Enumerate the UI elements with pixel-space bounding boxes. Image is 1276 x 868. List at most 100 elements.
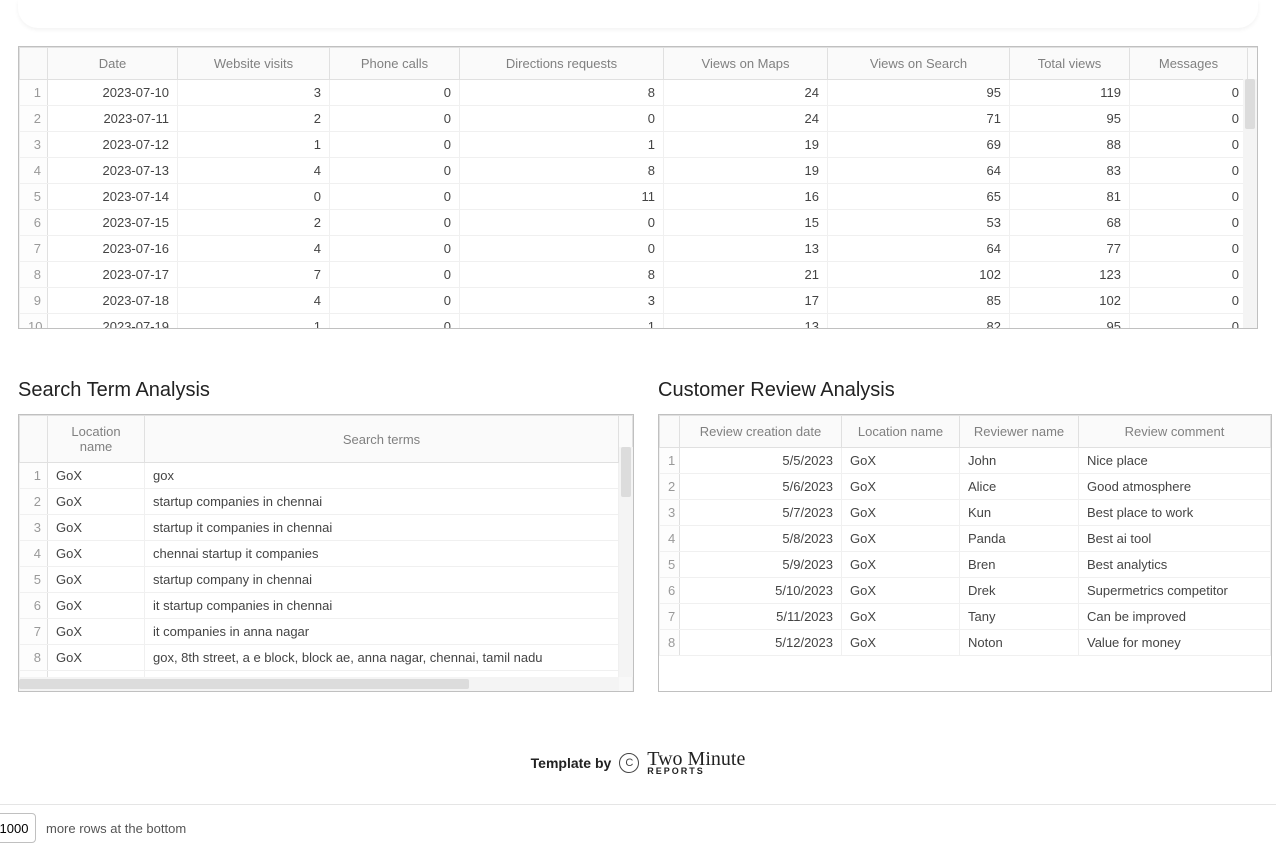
cell[interactable]: GoX [842, 448, 960, 474]
table-row[interactable]: 55/9/2023GoXBrenBest analytics [660, 552, 1271, 578]
cell[interactable]: it companies in anna nagar [145, 619, 619, 645]
cell[interactable]: 2 [178, 210, 330, 236]
cell[interactable]: 5/12/2023 [680, 630, 842, 656]
cell[interactable]: Nice place [1079, 448, 1271, 474]
cell[interactable]: 81 [1010, 184, 1130, 210]
column-header[interactable]: Review creation date [680, 416, 842, 448]
cell[interactable]: 5/7/2023 [680, 500, 842, 526]
table-row[interactable]: 5GoXstartup company in chennai [20, 567, 633, 593]
cell[interactable]: 0 [460, 106, 664, 132]
table-row[interactable]: 4GoXchennai startup it companies [20, 541, 633, 567]
cell[interactable]: 0 [330, 210, 460, 236]
table-row[interactable]: 65/10/2023GoXDrekSupermetrics competitor [660, 578, 1271, 604]
cell[interactable]: 2023-07-17 [48, 262, 178, 288]
cell[interactable]: Best place to work [1079, 500, 1271, 526]
cell[interactable]: 5/11/2023 [680, 604, 842, 630]
cell[interactable]: GoX [842, 630, 960, 656]
cell[interactable]: 17 [664, 288, 828, 314]
cell[interactable]: 88 [1010, 132, 1130, 158]
cell[interactable]: 2023-07-15 [48, 210, 178, 236]
column-header[interactable]: Date [48, 48, 178, 80]
cell[interactable]: 95 [1010, 314, 1130, 330]
cell[interactable]: GoX [842, 578, 960, 604]
table-row[interactable]: 102023-07-191011382950 [20, 314, 1259, 330]
cell[interactable]: 69 [828, 132, 1010, 158]
table-row[interactable]: 22023-07-112002471950 [20, 106, 1259, 132]
column-header[interactable]: Directions requests [460, 48, 664, 80]
table-row[interactable]: 82023-07-17708211021230 [20, 262, 1259, 288]
cell[interactable]: gox [145, 463, 619, 489]
cell[interactable]: Value for money [1079, 630, 1271, 656]
cell[interactable]: 1 [460, 314, 664, 330]
cell[interactable]: 3 [460, 288, 664, 314]
cell[interactable]: 7 [178, 262, 330, 288]
cell[interactable]: Kun [960, 500, 1079, 526]
cell[interactable]: startup companies in chennai [145, 489, 619, 515]
cell[interactable]: 85 [828, 288, 1010, 314]
cell[interactable]: 0 [1130, 314, 1248, 330]
cell[interactable]: 4 [178, 288, 330, 314]
cell[interactable]: 19 [664, 158, 828, 184]
cell[interactable]: 71 [828, 106, 1010, 132]
cell[interactable]: startup company in chennai [145, 567, 619, 593]
cell[interactable]: 65 [828, 184, 1010, 210]
cell[interactable]: 0 [330, 158, 460, 184]
table-row[interactable]: 6GoXit startup companies in chennai [20, 593, 633, 619]
cell[interactable]: it startup companies in chennai [145, 593, 619, 619]
cell[interactable]: GoX [48, 515, 145, 541]
cell[interactable]: 2023-07-14 [48, 184, 178, 210]
cell[interactable]: 0 [460, 236, 664, 262]
cell[interactable]: 0 [330, 288, 460, 314]
cell[interactable]: GoX [842, 500, 960, 526]
column-header[interactable]: Location name [842, 416, 960, 448]
cell[interactable]: 13 [664, 236, 828, 262]
column-header[interactable]: Phone calls [330, 48, 460, 80]
cell[interactable]: 0 [330, 106, 460, 132]
vertical-scrollbar[interactable] [1243, 79, 1257, 328]
cell[interactable]: 95 [828, 80, 1010, 106]
cell[interactable]: GoX [48, 619, 145, 645]
cell[interactable]: 77 [1010, 236, 1130, 262]
cell[interactable]: 13 [664, 314, 828, 330]
cell[interactable]: chennai startup it companies [145, 541, 619, 567]
table-row[interactable]: 62023-07-152001553680 [20, 210, 1259, 236]
cell[interactable]: 0 [330, 184, 460, 210]
cell[interactable]: 16 [664, 184, 828, 210]
cell[interactable]: Good atmosphere [1079, 474, 1271, 500]
cell[interactable]: 1 [178, 314, 330, 330]
cell[interactable]: 2023-07-11 [48, 106, 178, 132]
cell[interactable]: 5/8/2023 [680, 526, 842, 552]
cell[interactable]: 0 [460, 210, 664, 236]
cell[interactable]: 0 [1130, 262, 1248, 288]
table-row[interactable]: 3GoXstartup it companies in chennai [20, 515, 633, 541]
cell[interactable]: 102 [1010, 288, 1130, 314]
cell[interactable]: 24 [664, 106, 828, 132]
rows-count-input[interactable] [0, 813, 36, 843]
cell[interactable]: 4 [178, 236, 330, 262]
cell[interactable]: Panda [960, 526, 1079, 552]
cell[interactable]: 0 [1130, 184, 1248, 210]
cell[interactable]: 119 [1010, 80, 1130, 106]
cell[interactable]: 8 [460, 158, 664, 184]
cell[interactable]: gox, 8th street, a e block, block ae, an… [145, 645, 619, 671]
cell[interactable]: 83 [1010, 158, 1130, 184]
cell[interactable]: GoX [842, 526, 960, 552]
cell[interactable]: 2023-07-19 [48, 314, 178, 330]
table-row[interactable]: 8GoXgox, 8th street, a e block, block ae… [20, 645, 633, 671]
cell[interactable]: 2023-07-12 [48, 132, 178, 158]
cell[interactable]: Bren [960, 552, 1079, 578]
cell[interactable]: 2023-07-10 [48, 80, 178, 106]
cell[interactable]: 0 [1130, 210, 1248, 236]
cell[interactable]: 1 [178, 132, 330, 158]
vertical-scrollbar[interactable] [619, 447, 633, 677]
cell[interactable]: 0 [330, 132, 460, 158]
cell[interactable]: 0 [330, 314, 460, 330]
table-row[interactable]: 52023-07-1400111665810 [20, 184, 1259, 210]
table-row[interactable]: 35/7/2023GoXKunBest place to work [660, 500, 1271, 526]
table-row[interactable]: 85/12/2023GoXNotonValue for money [660, 630, 1271, 656]
cell[interactable]: Supermetrics competitor [1079, 578, 1271, 604]
cell[interactable]: 19 [664, 132, 828, 158]
cell[interactable]: GoX [842, 474, 960, 500]
cell[interactable]: Noton [960, 630, 1079, 656]
table-row[interactable]: 12023-07-1030824951190 [20, 80, 1259, 106]
